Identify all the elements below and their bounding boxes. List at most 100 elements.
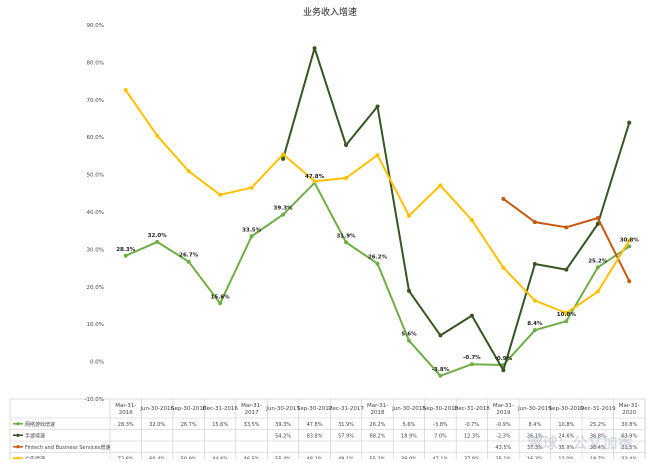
data-label: 26.2%: [368, 255, 388, 261]
series-point: [375, 261, 380, 266]
y-tick-label: 10.0%: [87, 322, 104, 328]
x-tick-label: Sep-30-2017: [297, 406, 333, 412]
series-point: [438, 183, 443, 188]
table-cell: 15.6%: [212, 422, 228, 428]
data-label: -0.7%: [463, 355, 481, 361]
series-point: [218, 192, 223, 197]
y-tick-label: 50.0%: [87, 173, 104, 179]
series-point: [281, 212, 286, 217]
table-cell: 24.6%: [558, 433, 574, 439]
series-point: [501, 196, 506, 201]
series-point: [218, 301, 223, 306]
x-tick-label: Mar-31-2019: [493, 403, 514, 416]
series-point: [501, 368, 506, 373]
data-label: 25.2%: [588, 258, 608, 264]
table-cell: 26.2%: [370, 422, 386, 428]
table-cell: 21.5%: [621, 445, 637, 451]
series-point: [344, 240, 349, 245]
series-point: [627, 279, 632, 284]
series-point: [469, 362, 474, 367]
data-label: 10.8%: [557, 312, 577, 318]
legend-swatch-marker: [16, 433, 20, 437]
x-tick-label: Sep-30-2016: [171, 406, 207, 412]
series-point: [406, 213, 411, 218]
series-point: [564, 267, 569, 272]
series-point: [186, 259, 191, 264]
series-point: [532, 298, 537, 303]
series-point: [627, 238, 632, 243]
y-tick-label: 40.0%: [87, 210, 104, 216]
table-cell: 5.6%: [403, 422, 416, 428]
series-point: [564, 310, 569, 315]
series-point: [438, 333, 443, 338]
series-point: [249, 234, 254, 239]
table-cell: 57.9%: [338, 433, 354, 439]
table-cell: 68.2%: [370, 433, 386, 439]
y-tick-label: 60.0%: [87, 135, 104, 141]
y-tick-label: 70.0%: [87, 98, 104, 104]
y-tick-label: 20.0%: [87, 285, 104, 291]
x-tick-label: Mar-31-2016: [115, 403, 136, 416]
x-tick-label: Jun-30-2017: [265, 406, 300, 412]
y-tick-label: 90.0%: [87, 23, 104, 29]
data-label: 5.6%: [401, 332, 417, 338]
x-tick-label: Mar-31-2018: [367, 403, 388, 416]
table-cell: 43.5%: [495, 445, 511, 451]
table-cell: 10.8%: [558, 422, 574, 428]
x-tick-label: Dec-31-2017: [328, 406, 364, 412]
series-lines: [123, 46, 632, 378]
y-tick-label: 0.0%: [90, 360, 104, 366]
x-tick-label: Sep-30-2018: [423, 406, 459, 412]
series-point: [595, 221, 600, 226]
table-cell: 30.8%: [621, 422, 637, 428]
series-point: [155, 133, 160, 138]
series-point: [312, 46, 317, 51]
series-point: [249, 185, 254, 190]
data-label: 39.3%: [274, 206, 294, 212]
y-tick-label: 30.0%: [87, 247, 104, 253]
data-label: 15.6%: [211, 294, 231, 300]
series-point: [281, 152, 286, 157]
series-point: [186, 169, 191, 174]
y-tick-label: -10.0%: [85, 397, 104, 403]
series-point: [344, 175, 349, 180]
x-tick-label: Dec-31-2018: [454, 406, 490, 412]
series-point: [627, 244, 632, 249]
watermark: 雪球：公文加香: [527, 434, 632, 452]
data-label: -3.8%: [432, 367, 450, 373]
table-cell: 32.0%: [149, 422, 165, 428]
table-cell: 38.4%: [590, 445, 606, 451]
series-point: [123, 253, 128, 258]
legend-entry: Fintech and Business Services增速: [25, 444, 110, 451]
table-cell: 12.3%: [464, 433, 480, 439]
series-point: [312, 179, 317, 184]
series-point: [595, 215, 600, 220]
x-tick-label: Dec-31-2016: [202, 406, 238, 412]
data-label: 28.3%: [116, 247, 136, 253]
table-cell: 7.0%: [434, 433, 447, 439]
series-point: [532, 220, 537, 225]
data-label: 30.8%: [620, 237, 640, 243]
data-label: 31.9%: [336, 233, 356, 239]
data-label: 32.0%: [148, 233, 168, 239]
legend-swatch-marker: [16, 422, 20, 426]
axis-layer: -10.0% 0.0% 10.0% 20.0% 30.0% 40.0% 50.0% 60.0%…: [85, 23, 104, 403]
data-table: Mar-31-2016Jun-30-2016Sep-30-2016Dec-31-…: [9, 398, 646, 463]
series-point: [344, 143, 349, 148]
series-point: [438, 373, 443, 378]
series-point: [595, 265, 600, 270]
series-point: [375, 104, 380, 109]
series-point: [532, 261, 537, 266]
table-cell: 8.4%: [529, 422, 542, 428]
series-point: [406, 338, 411, 343]
series-line: [282, 47, 631, 372]
table-cell: -2.3%: [496, 433, 511, 439]
table-cell: 54.2%: [275, 433, 291, 439]
series-point: [469, 313, 474, 318]
series-point: [155, 239, 160, 244]
table-cell: 36.8%: [590, 433, 606, 439]
table-cell: 39.3%: [275, 422, 291, 428]
table-cell: 25.2%: [590, 422, 606, 428]
